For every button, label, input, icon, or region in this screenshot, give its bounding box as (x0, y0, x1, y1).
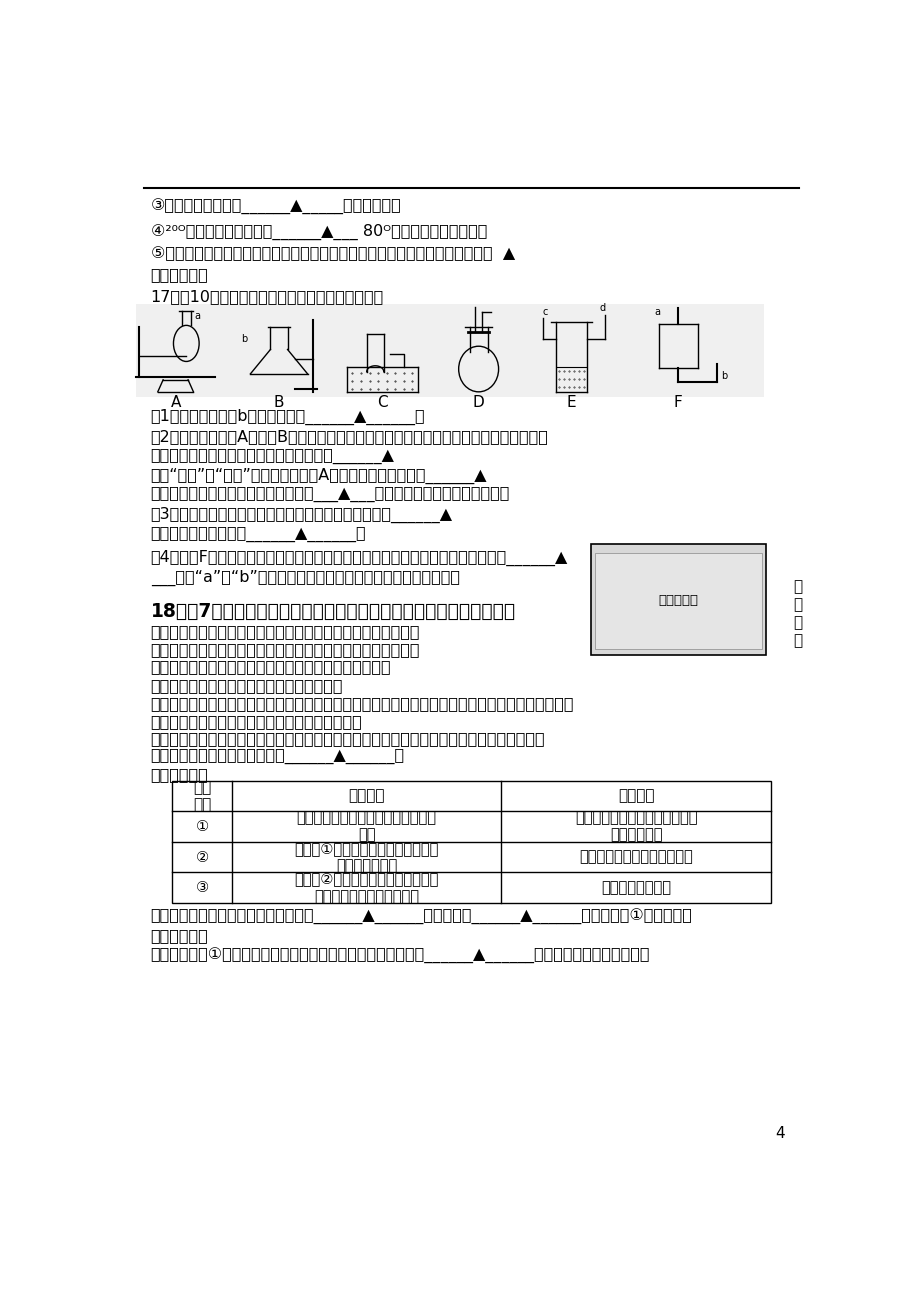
Text: 体中的液体。小颊对包里的东西能产生热量感到很神奇，于是，: 体中的液体。小颊对包里的东西能产生热量感到很神奇，于是， (151, 625, 420, 639)
Text: ，可选择的发生装置为______▲______。: ，可选择的发生装置为______▲______。 (151, 527, 366, 543)
Text: 液: 液 (792, 579, 801, 594)
Text: E: E (566, 395, 575, 410)
Text: ___（填“a”或“b”）进入，其中所装洗气的液体不能装满的原因是: ___（填“a”或“b”）进入，其中所装洗气的液体不能装满的原因是 (151, 570, 460, 586)
Text: ②: ② (195, 849, 209, 865)
Text: 包: 包 (792, 634, 801, 648)
Text: ④²⁰ᴼ时氢氧化钓的溶解度______▲___ 80ᴼ时氢氧化钓的溶解度；: ④²⁰ᴼ时氢氧化钓的溶解度______▲___ 80ᴼ时氢氧化钓的溶解度； (151, 224, 486, 240)
Text: （3）实验室用大理石和稀盐酸制取二氧化碳的方程式为______▲: （3）实验室用大理石和稀盐酸制取二氧化碳的方程式为______▲ (151, 508, 452, 523)
Text: b: b (241, 335, 246, 345)
Text: 【进行实验】: 【进行实验】 (151, 767, 209, 781)
Text: 取实验②的滤液灰烧，将内壁涂有澄
清石灰水的小烧杯置在上方: 取实验②的滤液灰烧，将内壁涂有澄 清石灰水的小烧杯置在上方 (294, 871, 438, 904)
Text: D: D (472, 395, 484, 410)
Text: 实验操作: 实验操作 (348, 788, 384, 803)
Text: ③氧原子核内质子数______▲_____核外电子数；: ③氧原子核内质子数______▲_____核外电子数； (151, 199, 401, 215)
Text: 将实验①试管中的物质过滤，向滤液
中加入足量鐵粉: 将实验①试管中的物质过滤，向滤液 中加入足量鐵粉 (294, 841, 438, 874)
Text: 实验现象: 实验现象 (618, 788, 653, 803)
Bar (595, 553, 762, 650)
Text: 由上述实验可知，该黑色粉末肯定含有______▲______，肯定不含______▲______；写出实验①中产生气体: 由上述实验可知，该黑色粉末肯定含有______▲______，肯定不含_____… (151, 909, 692, 926)
Text: 输液恒温贴: 输液恒温贴 (658, 594, 698, 607)
Text: ①: ① (195, 819, 209, 833)
Text: A: A (170, 395, 181, 410)
Text: 他: 他 (792, 616, 801, 630)
Text: 【交流讨论】①输液恒温贴真空包装的原因：鐵粉在空气中会与______▲______发生缓慢氧化转化成鐵锈，: 【交流讨论】①输液恒温贴真空包装的原因：鐵粉在空气中会与______▲_____… (151, 948, 650, 965)
Text: 18．（7分）春节期间，小颊随妈妈去医院打点滴；奉辰动完输液输入: 18．（7分）春节期间，小颊随妈妈去医院打点滴；奉辰动完输液输入 (151, 603, 516, 621)
Text: a: a (653, 307, 660, 316)
Text: （1）装置图中标号b的仪器名称是______▲______。: （1）装置图中标号b的仪器名称是______▲______。 (151, 409, 425, 424)
Text: 【初步结论】黑色粉末可能含有______▲______。: 【初步结论】黑色粉末可能含有______▲______。 (151, 749, 404, 764)
Text: 有气泡产生，无红色物质析出: 有气泡产生，无红色物质析出 (579, 849, 692, 865)
Text: 向护士要了一只输液恒温贴，带回来进行了如下探究。擕开真空: 向护士要了一只输液恒温贴，带回来进行了如下探究。擕开真空 (151, 642, 420, 658)
Text: ，收集氧气时，不能选择的收集装置是___▲___（填装置的字母编号，下同）。: ，收集氧气时，不能选择的收集装置是___▲___（填装置的字母编号，下同）。 (151, 487, 509, 503)
Text: b: b (720, 371, 727, 380)
Text: （填“相同”或“不同”），写出用装置A制取氧气的化学方程式______▲: （填“相同”或“不同”），写出用装置A制取氧气的化学方程式______▲ (151, 467, 487, 484)
Text: 【初步验证】将磁鐵靠近黑色粉末，部分被吸引。: 【初步验证】将磁鐵靠近黑色粉末，部分被吸引。 (151, 713, 362, 729)
Text: a: a (195, 311, 200, 322)
Text: d: d (599, 303, 605, 314)
Text: （2）实验室用装置A和装置B都可以用来制氧气，虽然反应原理完全不同，但会用到一种相: （2）实验室用装置A和装置B都可以用来制氧气，虽然反应原理完全不同，但会用到一种… (151, 428, 548, 444)
Text: ③: ③ (195, 880, 209, 896)
Bar (591, 544, 766, 655)
Text: 同的药品，该药品在两个反应中所起的作用______▲: 同的药品，该药品在两个反应中所起的作用______▲ (151, 449, 394, 465)
Text: 【提出问题】黑色粉末可能含有哪些物质呢？: 【提出问题】黑色粉末可能含有哪些物质呢？ (151, 678, 343, 694)
Bar (172, 781, 770, 904)
Text: 4: 4 (775, 1126, 784, 1141)
Text: 固体部分溶解，有气泡产生，溶
液变为浅绳色: 固体部分溶解，有气泡产生，溶 液变为浅绳色 (574, 810, 697, 842)
Text: 澄清石灰水变浑浊: 澄清石灰水变浑浊 (600, 880, 671, 896)
Bar (136, 303, 763, 397)
Text: C: C (377, 395, 387, 410)
Text: 【猜想与假设】该黑色粉末可能含有炭粉、鐵粉、二氧化锰、氧化铜、四氧化三鐵中的一种或几种。: 【猜想与假设】该黑色粉末可能含有炭粉、鐵粉、二氧化锰、氧化铜、四氧化三鐵中的一种… (151, 697, 573, 712)
Text: 取少量黑色粉末于试管中，加足量稀
硫酸: 取少量黑色粉末于试管中，加足量稀 硫酸 (296, 810, 437, 842)
Text: c: c (541, 307, 547, 316)
Text: 实验
编号: 实验 编号 (193, 780, 210, 812)
Text: ⑤能够利用分离液态空气的方法在工业上大量制备氧气的原因是由于氮气的永点  ▲: ⑤能够利用分离液态空气的方法在工业上大量制备氧气的原因是由于氮气的永点 ▲ (151, 246, 515, 262)
Text: 的化学方程式: 的化学方程式 (151, 928, 209, 943)
Text: 17．（10分）请根据下列装置图，回答有关问题：: 17．（10分）请根据下列装置图，回答有关问题： (151, 289, 383, 305)
Text: （4）装置F是医用输液观察滴液快慢的滴壶，若用它作微型洗气装置，则气体应从______▲: （4）装置F是医用输液观察滴液快慢的滴壶，若用它作微型洗气装置，则气体应从___… (151, 551, 567, 566)
Text: B: B (274, 395, 284, 410)
Text: 人: 人 (792, 598, 801, 612)
Text: 【查阅资料】四氧化三鐵能被磁鐵吸引。四氧化三鐵与盐酸反应生成氯化亚鐵、氯化鐵和水。: 【查阅资料】四氧化三鐵能被磁鐵吸引。四氧化三鐵与盐酸反应生成氯化亚鐵、氯化鐵和水… (151, 730, 545, 746)
Text: F: F (673, 395, 682, 410)
Text: 装封口，剪开内包装袋，倒出其中的粉末，发现呼黑色。: 装封口，剪开内包装袋，倒出其中的粉末，发现呼黑色。 (151, 660, 391, 674)
Text: 氧气的永点。: 氧气的永点。 (151, 267, 209, 283)
